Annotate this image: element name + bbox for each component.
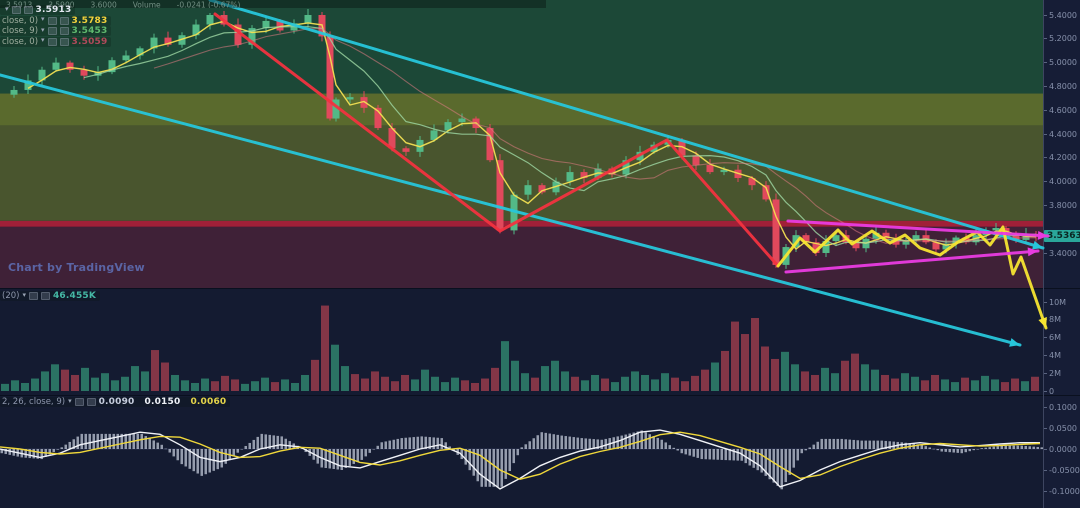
price-zone — [0, 226, 1043, 288]
chevron-down-icon[interactable]: ▾ — [41, 15, 45, 23]
macd-indicator-legend[interactable]: 2, 26, close, 9) ▾ 0.0090 0.0150 0.0060 — [0, 396, 231, 407]
descending-channel-upper — [208, 0, 1045, 250]
macd-value: 0.0090 — [98, 397, 135, 407]
macd-value: 0.0150 — [144, 397, 181, 407]
volume-tick: 0 — [1043, 386, 1054, 396]
ma-indicator-legend-row[interactable]: close, 0) ▾ 3.5059 — [0, 36, 112, 47]
price-zone — [0, 220, 1043, 227]
ma-line — [153, 28, 1037, 244]
settings-icon[interactable] — [23, 6, 33, 14]
indicator-value: 3.5453 — [71, 26, 108, 36]
ma-indicator-legend-row[interactable]: close, 9) ▾ 3.5453 — [0, 25, 112, 36]
macd-tick: 0.0500 — [1043, 423, 1077, 433]
descending-channel-lower-arrowhead — [1009, 338, 1020, 347]
price-tick: 4.2000 — [1043, 153, 1077, 163]
price-zone — [0, 0, 1043, 94]
macd-value: 0.0060 — [190, 397, 227, 407]
settings-icon[interactable] — [40, 292, 50, 300]
indicator-label: close, 0) — [2, 36, 39, 47]
indicator-label: close, 0) — [2, 15, 39, 26]
ma-indicator-legend-row[interactable]: close, 0) ▾ 3.5783 — [0, 15, 112, 26]
indicator-label: close, 9) — [2, 26, 39, 36]
price-tick: 5.2000 — [1043, 34, 1077, 44]
price-tick: 4.8000 — [1043, 81, 1077, 91]
settings-icon[interactable] — [59, 27, 69, 35]
eye-icon[interactable] — [47, 37, 57, 46]
tradingview-watermark-link[interactable]: Chart by TradingView — [8, 261, 145, 274]
price-tick: 4.0000 — [1043, 177, 1077, 187]
indicator-value: 3.5783 — [71, 15, 108, 26]
ticker-fragment: 3.6000 — [90, 0, 117, 8]
magenta-flag-lower — [784, 249, 1040, 274]
chevron-down-icon[interactable]: ▾ — [5, 4, 9, 13]
descending-channel-upper-arrowhead — [1032, 240, 1043, 250]
red-trend-zigzag — [213, 12, 780, 268]
volume-tick: 2M — [1043, 368, 1061, 378]
volume-tick: 10M — [1043, 297, 1066, 307]
volume-tick: 6M — [1043, 333, 1061, 343]
price-tick: 5.0000 — [1043, 58, 1077, 68]
macd-signal-line — [0, 431, 1041, 480]
price-zone — [0, 125, 1043, 221]
price-tick: 3.4000 — [1043, 248, 1077, 258]
price-tick: 3.8000 — [1043, 200, 1077, 210]
price-tick: 4.4000 — [1043, 129, 1077, 139]
macd-line — [0, 429, 1040, 490]
ohlc-ticker-row[interactable]: 3.5913 3.5900 3.6000 Volume -0.0241 (-0.67%) — [0, 0, 546, 8]
eye-icon[interactable] — [28, 292, 38, 300]
price-tick: 4.6000 — [1043, 105, 1077, 115]
macd-indicator-label: 2, 26, close, 9) — [2, 397, 66, 407]
volume-value: 46.455K — [52, 291, 97, 301]
eye-icon[interactable] — [47, 16, 57, 25]
chevron-down-icon[interactable]: ▾ — [41, 25, 45, 34]
volume-tick: 8M — [1043, 315, 1061, 325]
last-price-label: 3.5363 — [1044, 230, 1080, 243]
ma-line — [83, 26, 1037, 247]
price-zone — [0, 93, 1043, 126]
eye-icon[interactable] — [47, 27, 57, 35]
settings-icon[interactable] — [59, 16, 69, 25]
indicator-value: 3.5913 — [35, 5, 72, 15]
macd-tick: 0.1000 — [1043, 402, 1077, 412]
volume-tick: 4M — [1043, 350, 1061, 360]
eye-icon[interactable] — [11, 6, 21, 14]
descending-channel-lower — [0, 73, 1022, 347]
chevron-down-icon[interactable]: ▾ — [22, 290, 26, 299]
settings-icon[interactable] — [59, 37, 69, 46]
price-axis[interactable]: 3.5363 5.4000 5.2000 5.0000 4.8000 4.6000 4.4… — [1043, 0, 1080, 508]
macd-tick: -0.1000 — [1043, 486, 1080, 496]
ticker-fragment: -0.0241 (-0.67%) — [176, 0, 241, 8]
settings-icon[interactable] — [86, 398, 96, 406]
indicator-value: 3.5059 — [71, 36, 108, 47]
eye-icon[interactable] — [74, 398, 84, 406]
volume-indicator-label: (20) — [2, 291, 20, 301]
chevron-down-icon[interactable]: ▾ — [68, 396, 72, 405]
magenta-flag-upper — [786, 219, 1050, 238]
macd-tick: 0.0000 — [1043, 444, 1077, 454]
volume-indicator-legend[interactable]: (20) ▾ 46.455K — [0, 290, 101, 301]
magenta-flag-lower-arrowhead — [1027, 247, 1038, 257]
chevron-down-icon[interactable]: ▾ — [41, 36, 45, 44]
yellow-projection-zigzag — [776, 225, 1048, 330]
macd-tick: -0.0500 — [1043, 465, 1080, 475]
ticker-fragment: Volume — [132, 0, 161, 8]
price-tick: 5.4000 — [1043, 10, 1077, 20]
ma-line — [27, 20, 1037, 250]
ma-indicator-legend-row[interactable]: ▾ 3.5913 — [0, 4, 76, 15]
